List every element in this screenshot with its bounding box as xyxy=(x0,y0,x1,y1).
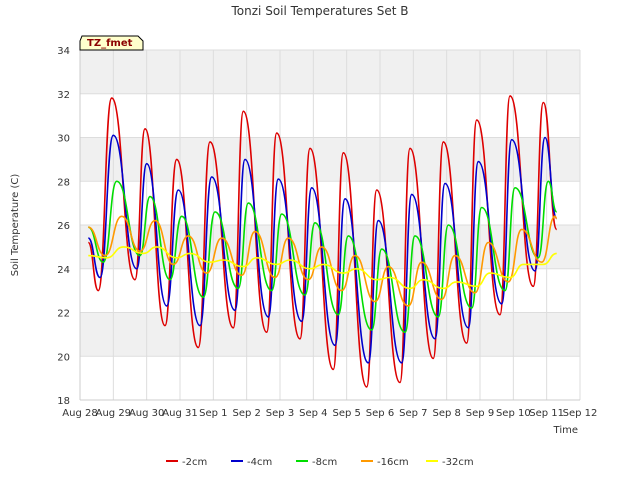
x-tick-label: Sep 7 xyxy=(399,408,427,419)
station-badge: TZ_fmet xyxy=(79,35,144,51)
legend-label: -4cm xyxy=(247,457,272,468)
y-tick-label: 20 xyxy=(57,352,70,363)
y-tick-label: 24 xyxy=(57,265,70,276)
x-tick-label: Sep 3 xyxy=(266,408,294,419)
legend-label: -32cm xyxy=(442,457,474,468)
y-tick-label: 18 xyxy=(57,396,70,407)
y-tick-label: 30 xyxy=(57,134,70,145)
plot-band xyxy=(80,50,580,94)
y-axis-label: Soil Temperature (C) xyxy=(10,174,21,277)
x-tick-label: Sep 11 xyxy=(529,408,564,419)
y-tick-label: 28 xyxy=(57,177,70,188)
series-line-8cmcm xyxy=(87,180,558,333)
chart-title: Tonzi Soil Temperatures Set B xyxy=(231,4,409,18)
series-line-32cmcm xyxy=(88,246,557,290)
x-tick-label: Aug 29 xyxy=(96,408,131,419)
legend-label: -8cm xyxy=(312,457,337,468)
y-tick-label: 26 xyxy=(57,221,70,232)
x-tick-label: Sep 4 xyxy=(299,408,327,419)
x-tick-label: Sep 10 xyxy=(496,408,531,419)
series-line-4cmcm xyxy=(87,134,558,364)
x-tick-label: Sep 6 xyxy=(366,408,394,419)
plot-band xyxy=(80,137,580,182)
y-tick-label: 34 xyxy=(57,46,70,57)
x-tick-label: Sep 5 xyxy=(332,408,360,419)
x-tick-label: Sep 1 xyxy=(199,408,227,419)
x-tick-label: Aug 28 xyxy=(62,408,97,419)
y-tick-label: 32 xyxy=(57,90,70,101)
y-axis-ticks: 18 20 22 24 26 28 30 32 34 xyxy=(57,46,70,407)
x-tick-label: Sep 2 xyxy=(232,408,260,419)
legend-label: -2cm xyxy=(182,457,207,468)
y-tick-label: 22 xyxy=(57,309,70,320)
x-tick-label: Aug 30 xyxy=(129,408,164,419)
x-tick-label: Sep 8 xyxy=(432,408,460,419)
series-layer xyxy=(79,50,580,401)
x-tick-label: Sep 12 xyxy=(563,408,598,419)
legend-label: -16cm xyxy=(377,457,409,468)
legend: -2cm -4cm -8cm -16cm -32cm xyxy=(166,457,474,468)
series-line-16cmcm xyxy=(88,215,557,307)
station-badge-label: TZ_fmet xyxy=(87,38,133,49)
x-axis-label: Time xyxy=(553,425,578,436)
x-tick-label: Sep 9 xyxy=(466,408,494,419)
x-tick-label: Aug 31 xyxy=(162,408,197,419)
